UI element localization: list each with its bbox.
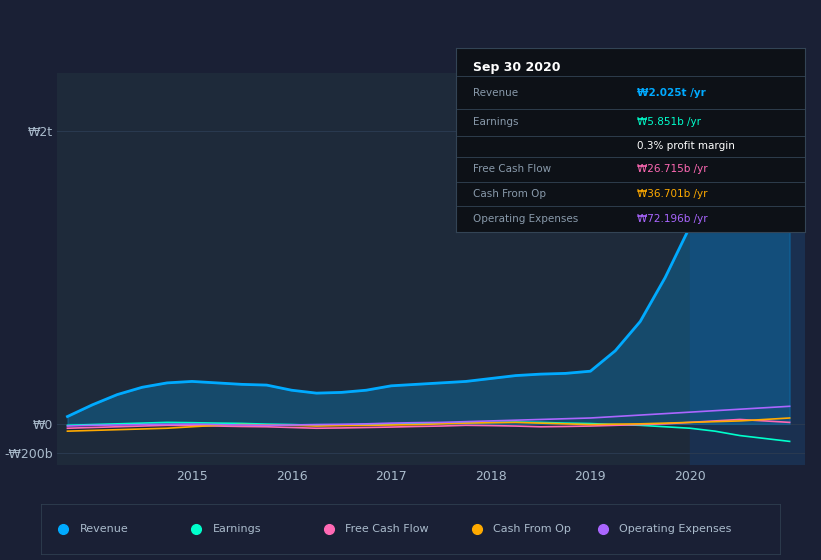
Text: Cash From Op: Cash From Op <box>493 524 571 534</box>
Text: Free Cash Flow: Free Cash Flow <box>346 524 429 534</box>
Text: ₩36.701b /yr: ₩36.701b /yr <box>637 189 708 199</box>
Text: Operating Expenses: Operating Expenses <box>619 524 732 534</box>
Text: Free Cash Flow: Free Cash Flow <box>473 164 551 174</box>
Text: 0.3% profit margin: 0.3% profit margin <box>637 142 735 151</box>
Text: ₩72.196b /yr: ₩72.196b /yr <box>637 213 708 223</box>
Text: ₩5.851b /yr: ₩5.851b /yr <box>637 118 701 128</box>
Text: Revenue: Revenue <box>473 88 518 98</box>
Text: Earnings: Earnings <box>473 118 519 128</box>
Bar <box>690 73 805 465</box>
Text: ₩26.715b /yr: ₩26.715b /yr <box>637 164 708 174</box>
Text: Cash From Op: Cash From Op <box>473 189 546 199</box>
Text: Earnings: Earnings <box>213 524 261 534</box>
Text: ₩2.025t /yr: ₩2.025t /yr <box>637 88 706 98</box>
Text: Operating Expenses: Operating Expenses <box>473 213 578 223</box>
Text: Revenue: Revenue <box>80 524 128 534</box>
Text: Sep 30 2020: Sep 30 2020 <box>473 60 561 73</box>
